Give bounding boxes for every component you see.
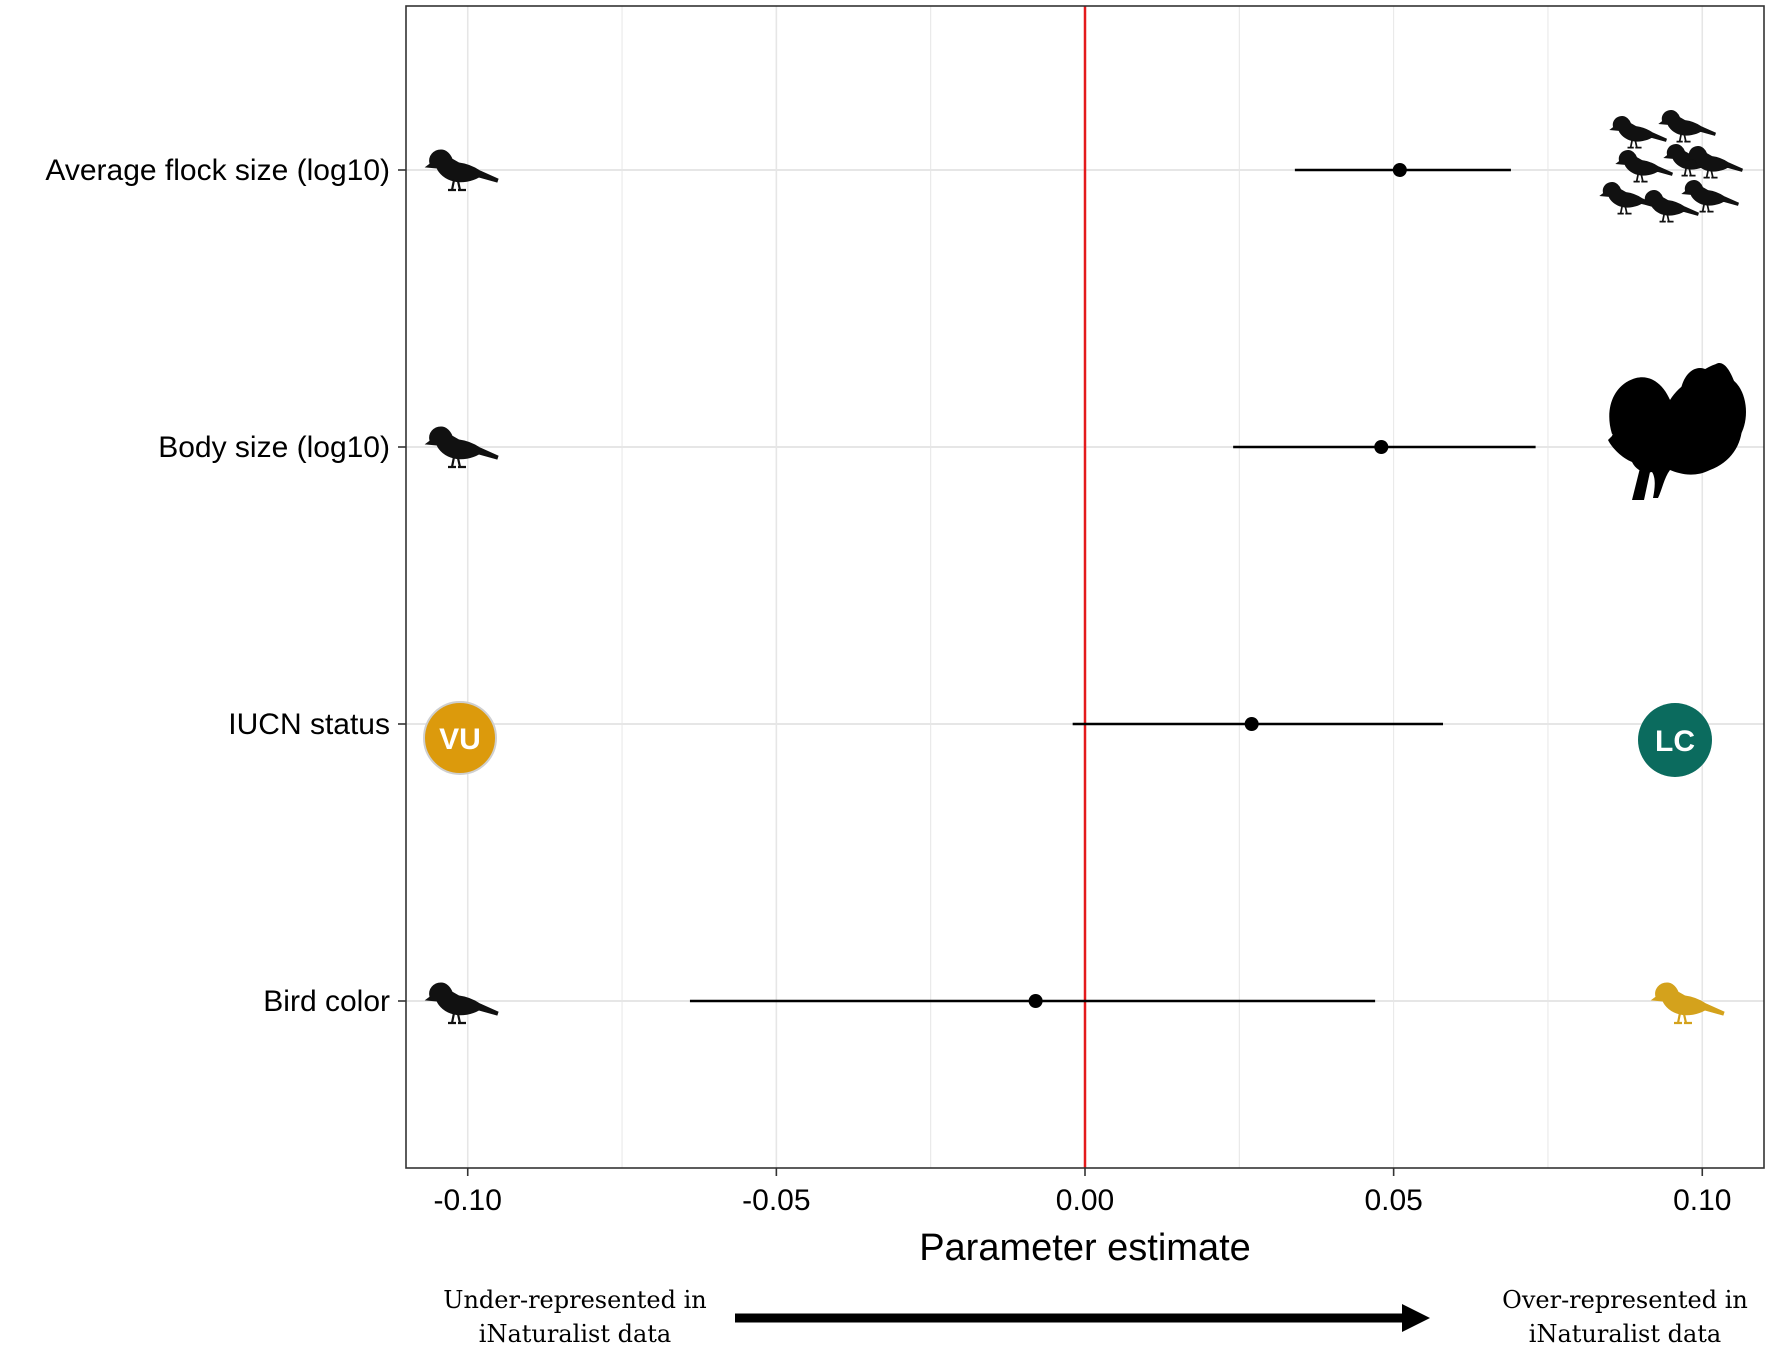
lc-badge: LC (1638, 703, 1712, 777)
y-tick-label: IUCN status (228, 708, 390, 741)
turkey-icon (1608, 363, 1746, 500)
y-tick-label: Body size (log10) (158, 431, 390, 464)
x-tick-label: -0.05 (742, 1184, 810, 1217)
under-represented-caption: Under-represented in iNaturalist data (443, 1286, 707, 1349)
estimate-point (1244, 717, 1259, 731)
direction-arrow (735, 1304, 1430, 1332)
plot-panel (405, 5, 1765, 1169)
over-represented-caption: Over-represented in iNaturalist data (1502, 1286, 1748, 1349)
y-tick-label: Bird color (263, 985, 390, 1018)
vu-badge-label: VU (439, 723, 481, 756)
confidence-intervals (689, 163, 1536, 1008)
estimate-point (1028, 994, 1043, 1008)
x-tick-label: -0.10 (434, 1184, 502, 1217)
x-tick-label: 0.05 (1364, 1184, 1422, 1217)
vu-badge: VU (423, 701, 497, 775)
y-axis: Average flock size (log10) Body size (log… (45, 154, 406, 1018)
estimate-point (1374, 440, 1389, 454)
icons: VU LC (423, 109, 1746, 1025)
x-axis: -0.10 -0.05 0.00 0.05 0.10 (434, 1168, 1731, 1217)
x-tick-label: 0.10 (1673, 1184, 1731, 1217)
y-tick-label: Average flock size (log10) (45, 154, 390, 187)
lc-badge-label: LC (1655, 725, 1695, 758)
x-tick-label: 0.00 (1056, 1184, 1114, 1217)
x-axis-title: Parameter estimate (919, 1227, 1251, 1269)
estimate-point (1392, 163, 1407, 177)
